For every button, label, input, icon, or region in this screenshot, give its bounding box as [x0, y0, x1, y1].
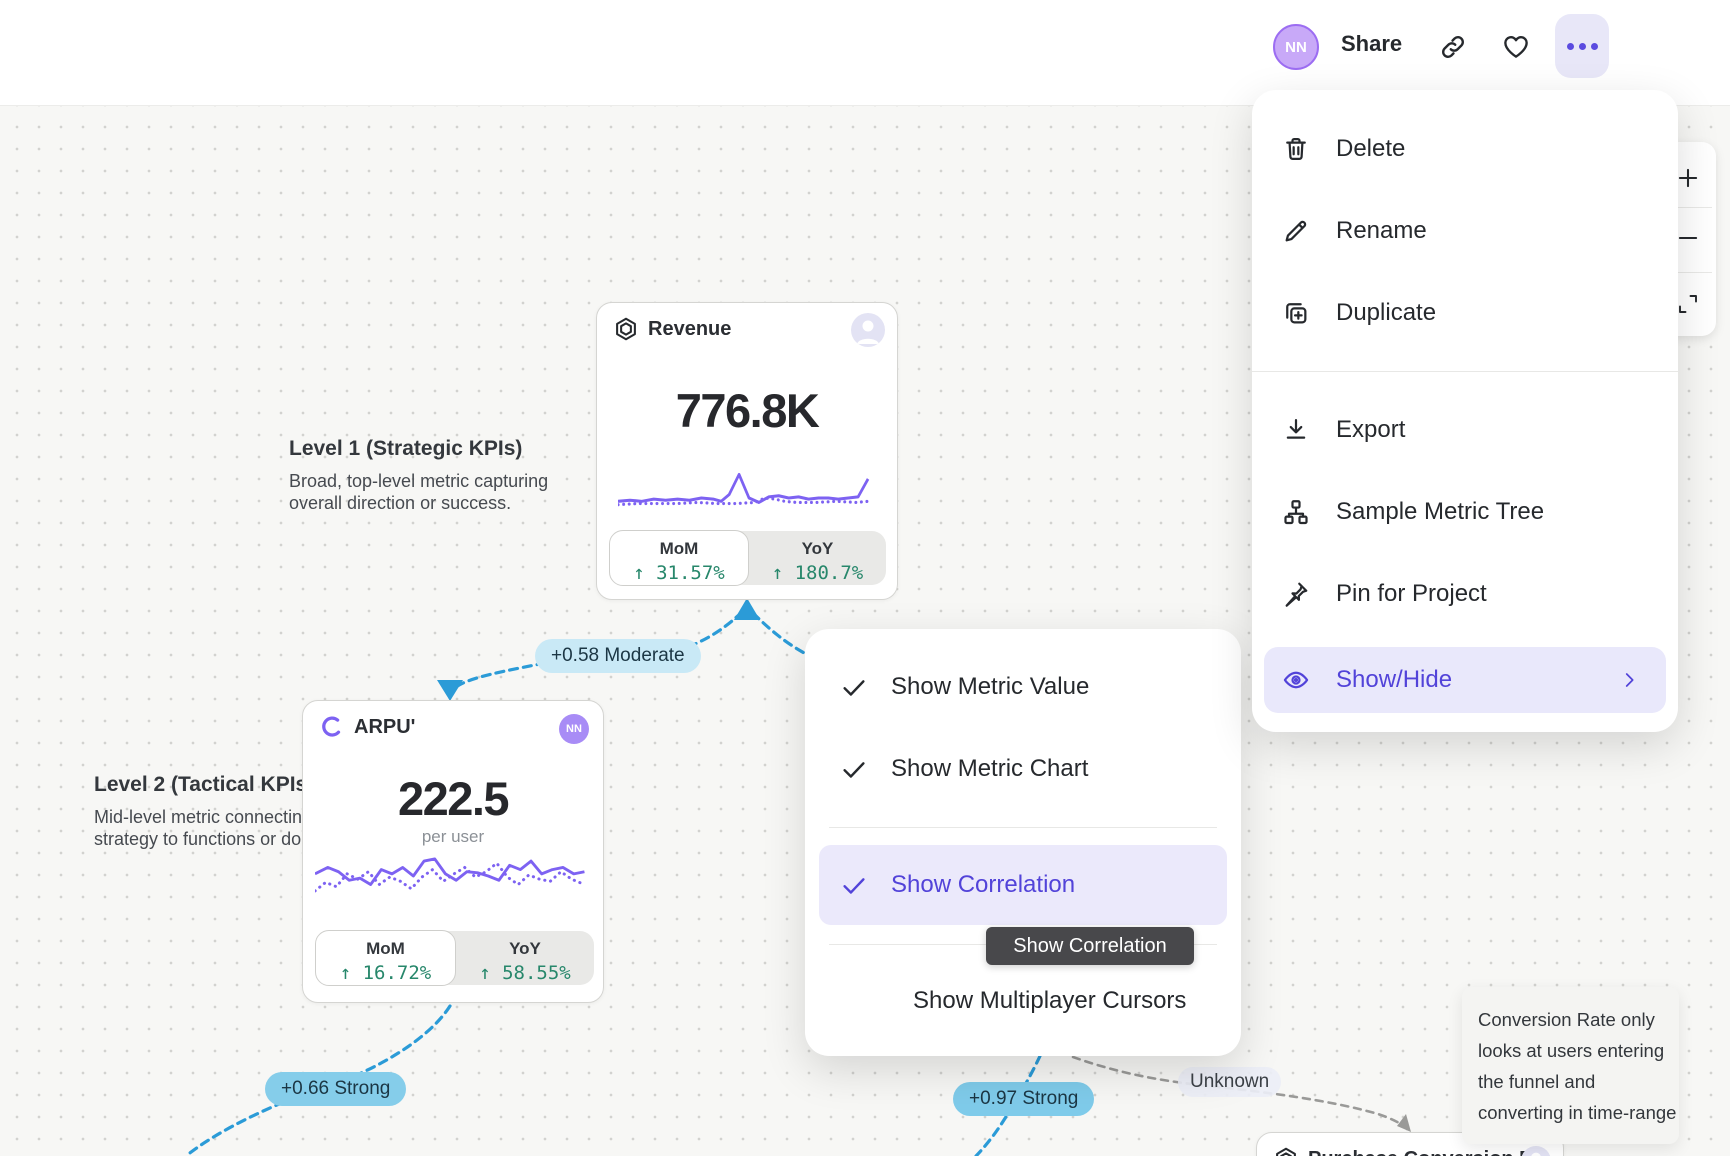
level-2-desc-line2: strategy to functions or doma — [94, 829, 327, 849]
correlation-badge-unknown[interactable]: Unknown — [1178, 1067, 1282, 1097]
pin-icon — [1285, 582, 1308, 607]
note-line: converting in time-range — [1478, 1102, 1677, 1123]
menu-item-show-correlation[interactable]: Show Correlation — [819, 845, 1227, 925]
tree-icon — [1284, 500, 1308, 525]
user-avatar[interactable]: NN — [1273, 24, 1319, 70]
period-toggle: MoM ↑ 16.72% YoY ↑ 58.55% — [315, 930, 594, 986]
yoy-tab[interactable]: YoY ↑ 180.7% — [749, 531, 886, 585]
level-2-annotation: Level 2 (Tactical KPIs Mid-level metric … — [94, 773, 326, 850]
metric-unit: per user — [421, 827, 485, 846]
more-options-menu: Delete Rename Duplicate Export — [1252, 90, 1678, 732]
collaborator-avatar-icon — [1521, 1146, 1551, 1156]
conversion-note-card[interactable]: Conversion Rate only looks at users ente… — [1462, 987, 1679, 1144]
menu-divider — [829, 827, 1217, 828]
link-purchase-stub — [974, 1054, 1042, 1156]
yoy-change-value: ↑ 180.7% — [771, 562, 864, 584]
duplicate-icon — [1286, 303, 1307, 324]
level-1-desc-line2: overall direction or success. — [289, 493, 512, 513]
zoom-out-button[interactable] — [1660, 210, 1716, 266]
trash-icon — [1286, 137, 1306, 161]
more-options-button[interactable] — [1555, 14, 1609, 78]
link-revenue-arpu-2 — [454, 661, 547, 689]
download-icon — [1286, 418, 1306, 439]
card-title: Purchase Conversion R — [1308, 1148, 1534, 1156]
fit-view-button[interactable] — [1660, 276, 1716, 332]
zoom-in-button[interactable] — [1660, 150, 1716, 206]
menu-item-sample-metric-tree[interactable]: Sample Metric Tree — [1252, 471, 1678, 553]
yoy-tab[interactable]: YoY ↑ 58.55% — [456, 931, 594, 985]
dots-icon — [1566, 42, 1574, 50]
metric-value: 776.8K — [675, 384, 820, 437]
level-2-desc-line1: Mid-level metric connecting — [94, 807, 313, 827]
menu-item-show-multiplayer-cursors[interactable]: Show Multiplayer Cursors — [913, 987, 1187, 1014]
level-2-title: Level 2 (Tactical KPIs — [94, 773, 308, 796]
hexagon-metric-icon — [616, 317, 636, 341]
top-bar: NN Share — [0, 0, 1730, 106]
eye-icon — [1283, 671, 1309, 689]
arrowhead-unknown — [1397, 1114, 1411, 1132]
expand-icon — [1679, 295, 1697, 313]
menu-item-duplicate[interactable]: Duplicate — [1252, 272, 1678, 354]
correlation-badge-moderate[interactable]: +0.58 Moderate — [535, 639, 701, 673]
arc-metric-icon — [322, 716, 341, 737]
metric-card-arpu[interactable]: ARPU' NN 222.5 per user MoM ↑ 16.72% YoY… — [302, 700, 604, 1003]
card-title: Revenue — [648, 317, 732, 340]
plus-icon — [1678, 168, 1698, 188]
note-line: Conversion Rate only — [1478, 1009, 1655, 1030]
copy-link-icon[interactable] — [1438, 32, 1468, 62]
menu-item-show-hide[interactable]: Show/Hide — [1264, 647, 1666, 713]
show-hide-submenu: Show Metric Value Show Metric Chart Show… — [805, 629, 1241, 1056]
minus-icon — [1678, 236, 1698, 240]
card-title: ARPU' — [354, 715, 416, 738]
metric-sparkline — [618, 472, 870, 507]
mom-change-value: ↑ 16.72% — [339, 962, 432, 984]
owner-avatar-badge: NN — [559, 714, 589, 744]
arrowhead-down-arpu — [437, 680, 463, 701]
menu-item-pin-for-project[interactable]: Pin for Project — [1252, 553, 1678, 635]
show-correlation-tooltip: Show Correlation — [986, 927, 1194, 965]
menu-item-export[interactable]: Export — [1252, 389, 1678, 471]
correlation-badge-strong-left[interactable]: +0.66 Strong — [265, 1072, 407, 1106]
check-icon — [843, 762, 865, 778]
menu-item-show-metric-value[interactable]: Show Metric Value — [805, 646, 1241, 728]
correlation-badge-strong-right[interactable]: +0.97 Strong — [953, 1082, 1095, 1116]
menu-item-rename[interactable]: Rename — [1252, 190, 1678, 272]
level-1-desc-line1: Broad, top-level metric capturing — [289, 471, 549, 491]
hexagon-metric-icon — [1276, 1147, 1296, 1156]
level-1-title: Level 1 (Strategic KPIs) — [289, 437, 523, 460]
favorite-heart-icon[interactable] — [1501, 31, 1531, 61]
chevron-right-icon — [1625, 673, 1634, 687]
yoy-change-value: ↑ 58.55% — [479, 962, 571, 984]
collaborator-avatar-icon — [851, 313, 885, 347]
period-toggle: MoM ↑ 31.57% YoY ↑ 180.7% — [609, 530, 886, 586]
mom-tab[interactable]: MoM ↑ 31.57% — [609, 530, 749, 586]
menu-item-delete[interactable]: Delete — [1252, 108, 1678, 190]
note-line: looks at users entering — [1478, 1040, 1665, 1061]
metric-card-revenue[interactable]: Revenue 776.8K MoM ↑ 31.57% YoY ↑ 180.7% — [596, 302, 898, 600]
note-line: the funnel and — [1478, 1071, 1596, 1092]
metric-value: 222.5 — [397, 772, 510, 825]
mom-change-value: ↑ 31.57% — [633, 562, 725, 584]
menu-item-show-metric-chart[interactable]: Show Metric Chart — [805, 728, 1241, 810]
check-icon — [843, 680, 865, 696]
arrowhead-up-revenue — [734, 598, 760, 620]
mom-tab[interactable]: MoM ↑ 16.72% — [315, 930, 456, 986]
menu-divider — [1252, 371, 1678, 372]
share-button[interactable]: Share — [1341, 31, 1403, 56]
level-1-annotation: Level 1 (Strategic KPIs) Broad, top-leve… — [289, 437, 548, 514]
pencil-icon — [1285, 220, 1307, 242]
check-icon — [843, 878, 865, 894]
metric-sparkline — [315, 857, 586, 893]
